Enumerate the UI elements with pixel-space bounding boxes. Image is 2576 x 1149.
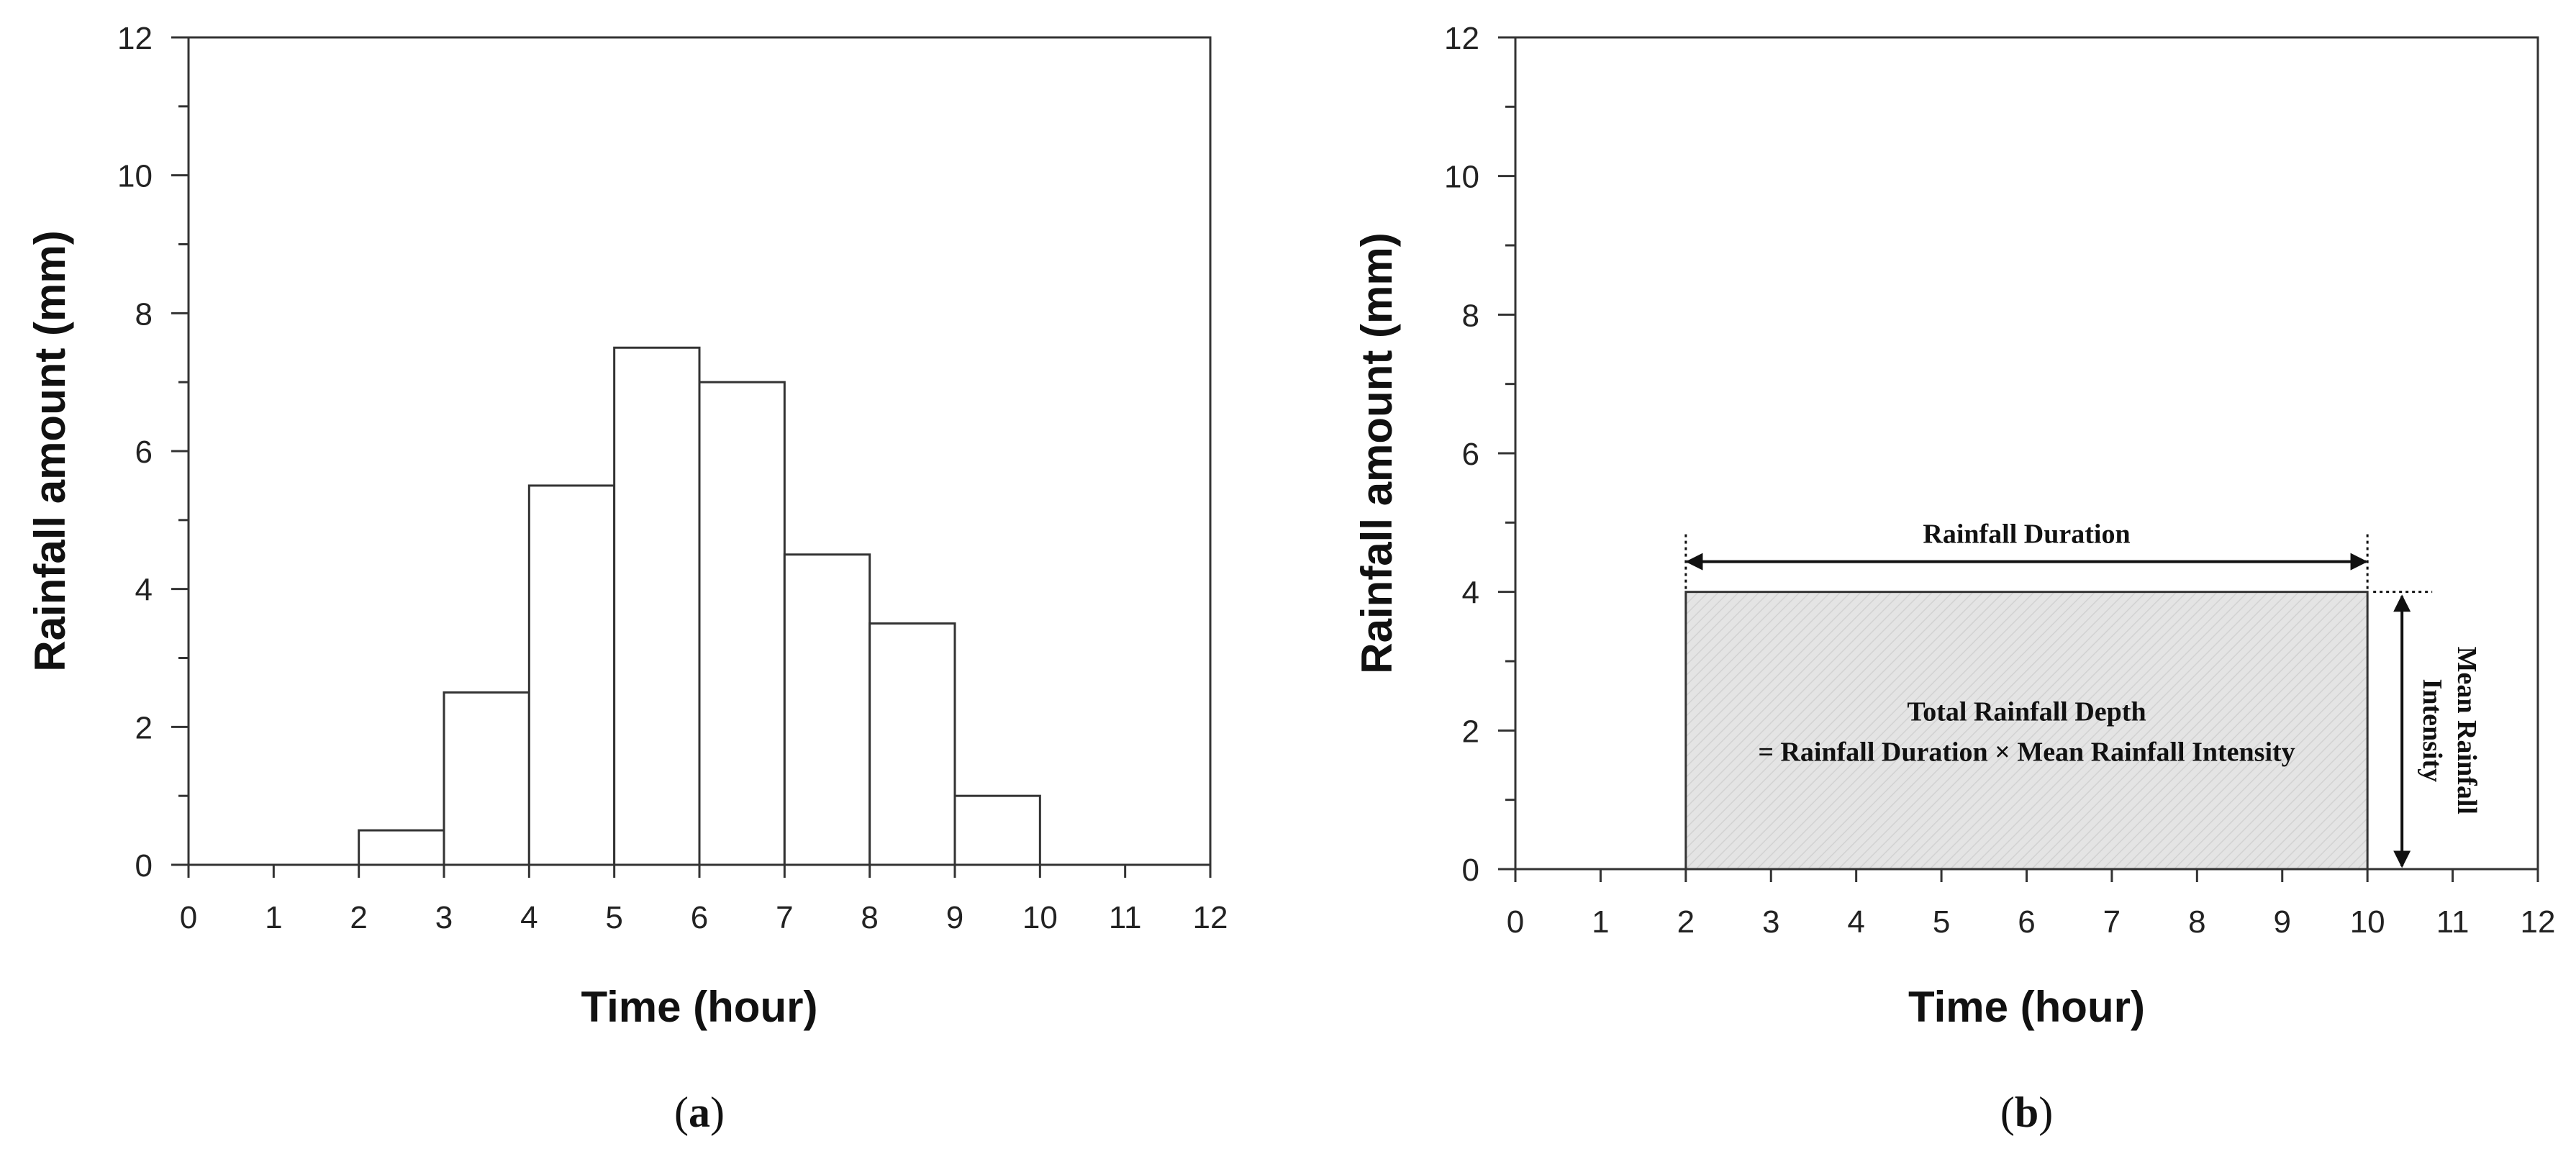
- x-tick-label-b-0: 0: [1507, 904, 1524, 940]
- y-tick-label-a-2: 2: [135, 710, 153, 745]
- x-tick-label-b-12: 12: [2521, 904, 2556, 940]
- x-tick-label-a-2: 2: [350, 900, 367, 935]
- x-tick-label-b-8: 8: [2188, 904, 2205, 940]
- x-tick-label-a-6: 6: [691, 900, 708, 935]
- panel-label-a: (a): [674, 1089, 725, 1136]
- x-tick-label-a-7: 7: [776, 900, 793, 935]
- y-tick-label-b-6: 6: [1462, 437, 1479, 472]
- duration-label: Rainfall Duration: [1923, 519, 2130, 550]
- y-tick-label-a-8: 8: [135, 296, 153, 332]
- bar-a-5: [783, 553, 871, 866]
- y-tick-label-b-4: 4: [1462, 576, 1479, 611]
- x-axis-title-a: Time (hour): [581, 983, 818, 1031]
- x-tick-label-b-2: 2: [1677, 904, 1695, 940]
- y-tick-label-a-12: 12: [117, 21, 153, 56]
- x-tick-label-b-10: 10: [2350, 904, 2385, 940]
- panel-label-b: (b): [2000, 1089, 2053, 1136]
- x-tick-label-b-5: 5: [1933, 904, 1950, 940]
- bars-b: [1684, 591, 2369, 871]
- bar-a-1: [443, 691, 530, 866]
- y-tick-label-a-10: 10: [117, 159, 153, 194]
- bars-a: [358, 346, 1041, 866]
- intensity-label-line1: Mean Rainfall: [2452, 647, 2482, 814]
- x-tick-label-b-3: 3: [1762, 904, 1779, 940]
- x-tick-label-a-4: 4: [520, 900, 538, 935]
- x-tick-label-b-7: 7: [2103, 904, 2121, 940]
- x-tick-label-a-11: 11: [1109, 900, 1142, 935]
- x-tick-label-a-0: 0: [180, 900, 197, 935]
- depth-label-line2: = Rainfall Duration × Mean Rainfall Inte…: [1758, 737, 2295, 767]
- intensity-label-line2: Intensity: [2417, 679, 2447, 783]
- depth-label-line1: Total Rainfall Depth: [1907, 696, 2146, 727]
- x-tick-label-b-11: 11: [2436, 904, 2470, 940]
- x-tick-label-a-1: 1: [265, 900, 282, 935]
- y-tick-label-b-10: 10: [1444, 160, 1479, 195]
- x-tick-label-a-10: 10: [1022, 900, 1058, 935]
- bar-a-0: [358, 829, 445, 866]
- bar-a-6: [869, 622, 956, 866]
- x-tick-label-a-8: 8: [861, 900, 878, 935]
- annotations-b: Rainfall Duration Total Rainfall Depth =…: [1684, 519, 2482, 868]
- bar-b-0: [1684, 591, 2369, 871]
- y-tick-label-b-12: 12: [1444, 21, 1479, 56]
- x-tick-label-b-9: 9: [2274, 904, 2291, 940]
- bar-a-7: [953, 794, 1041, 866]
- y-tick-label-b-8: 8: [1462, 298, 1479, 333]
- y-tick-label-a-0: 0: [135, 848, 153, 884]
- x-tick-label-a-5: 5: [605, 900, 622, 935]
- bar-a-3: [613, 346, 701, 866]
- x-tick-label-b-4: 4: [1847, 904, 1864, 940]
- bar-a-2: [527, 484, 616, 866]
- y-tick-label-a-4: 4: [135, 573, 153, 608]
- x-axis-title-b: Time (hour): [1908, 983, 2145, 1031]
- x-tick-label-b-1: 1: [1592, 904, 1609, 940]
- y-axis-title-b: Rainfall amount (mm): [1353, 232, 1401, 673]
- y-tick-label-b-2: 2: [1462, 714, 1479, 749]
- x-tick-label-a-12: 12: [1193, 900, 1228, 935]
- y-axis-title-a: Rainfall amount (mm): [26, 230, 74, 671]
- x-tick-label-a-3: 3: [435, 900, 453, 935]
- bar-a-4: [698, 381, 786, 866]
- y-tick-label-b-0: 0: [1462, 853, 1479, 888]
- y-tick-label-a-6: 6: [135, 435, 153, 470]
- x-tick-label-a-9: 9: [946, 900, 963, 935]
- intensity-label: Mean Rainfall Intensity: [2417, 647, 2482, 814]
- x-tick-label-b-6: 6: [2018, 904, 2035, 940]
